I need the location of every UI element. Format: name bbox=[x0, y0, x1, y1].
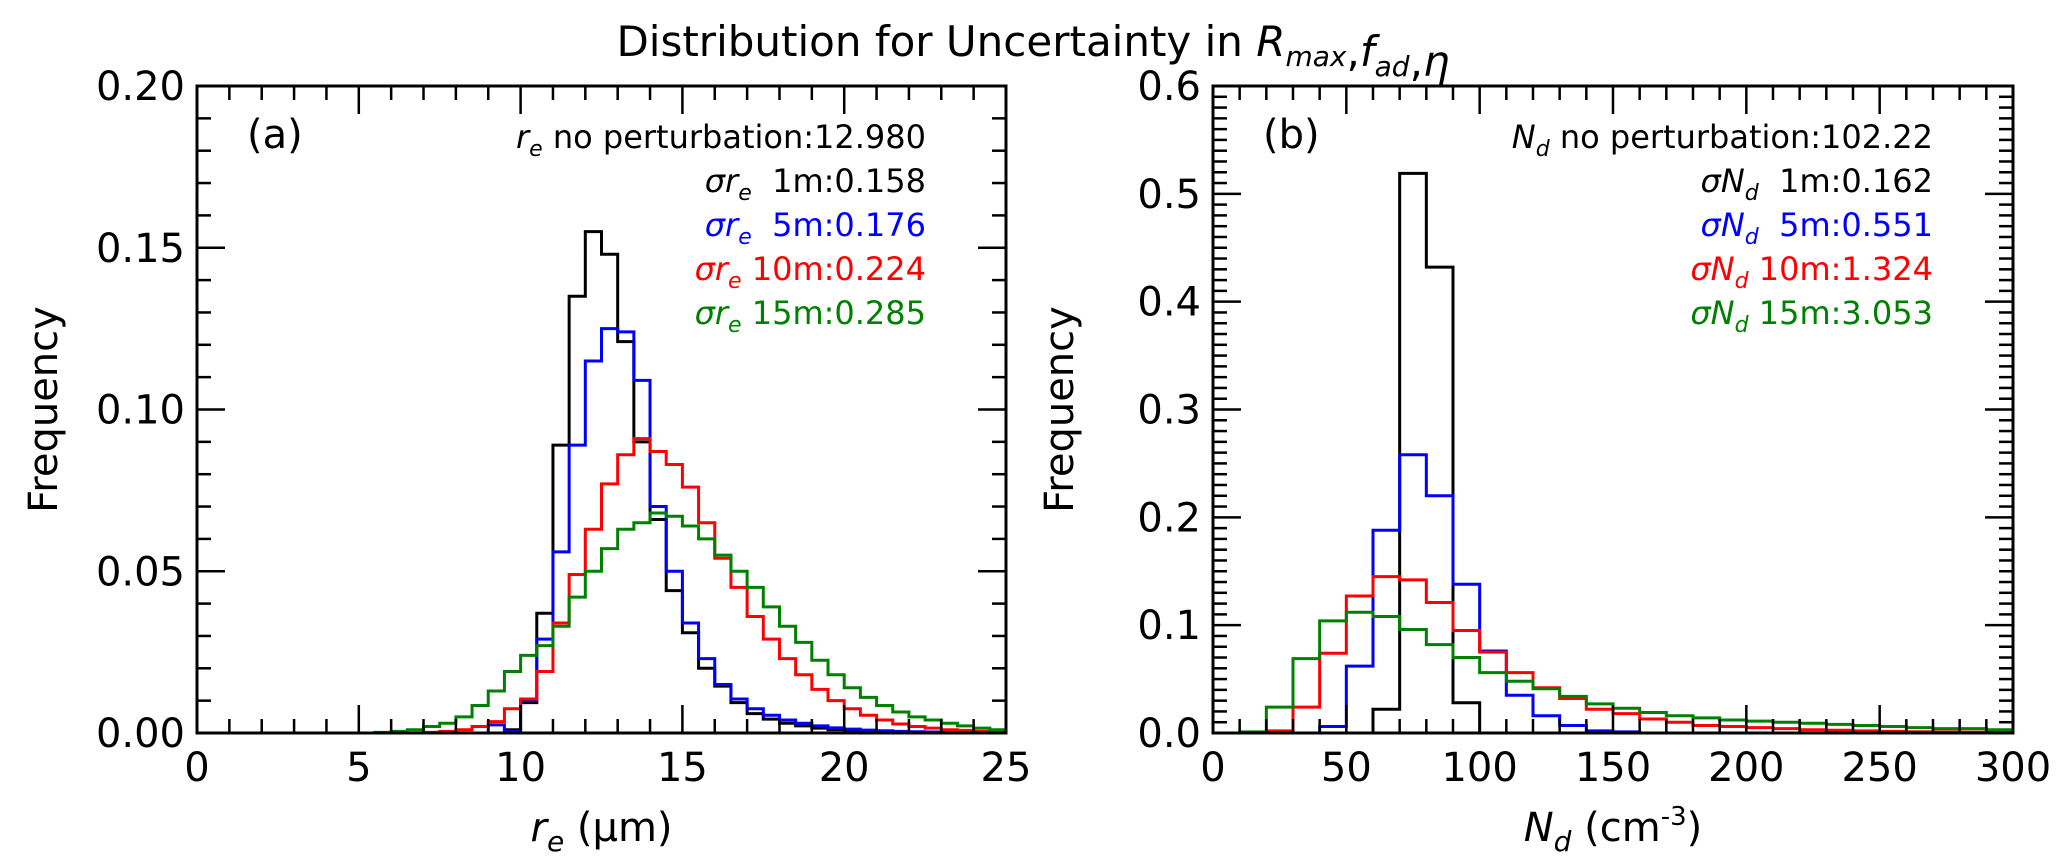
y-tick-label: 0.20 bbox=[96, 64, 185, 110]
y-tick-label: 0.15 bbox=[96, 226, 185, 272]
y-tick-label: 0.6 bbox=[1137, 64, 1201, 110]
y-tick-label: 0.0 bbox=[1137, 711, 1201, 757]
x-axis-label: Nd (cm-3) bbox=[1524, 802, 1703, 858]
y-axis-label: Frequency bbox=[21, 306, 67, 513]
legend-entry-1m: σre 1m:0.158 bbox=[705, 162, 926, 206]
x-tick-label: 300 bbox=[1975, 745, 2051, 791]
x-tick-label: 150 bbox=[1575, 745, 1651, 791]
x-tick-label: 10 bbox=[495, 745, 546, 791]
x-tick-label: 25 bbox=[981, 745, 1032, 791]
title-var: R bbox=[1256, 17, 1285, 66]
histogram-series-5m bbox=[342, 327, 1006, 735]
legend-entry-5m: σNd 5m:0.551 bbox=[1701, 206, 1933, 250]
x-tick-label: 15 bbox=[657, 745, 708, 791]
x-tick-label: 100 bbox=[1441, 745, 1517, 791]
x-axis-label: re (μm) bbox=[530, 805, 672, 858]
y-axis-label: Frequency bbox=[1037, 306, 1083, 513]
legend-header: Nd no perturbation:102.22 bbox=[1512, 118, 1933, 162]
legend-entry-5m: σre 5m:0.176 bbox=[705, 206, 926, 250]
histogram-series-5m bbox=[1239, 453, 2013, 735]
histogram-series-10m bbox=[342, 437, 1008, 735]
title-separator: , bbox=[1346, 27, 1359, 76]
x-tick-label: 20 bbox=[819, 745, 870, 791]
panel-a: 0 5 10 15 20 25 0.00 0.05 0.10 0.15 0.20 Frequency r… bbox=[21, 64, 1031, 858]
legend-entry-1m: σNd 1m:0.162 bbox=[1701, 162, 1933, 206]
title-var: η bbox=[1423, 37, 1450, 86]
y-tick-label: 0.4 bbox=[1137, 280, 1201, 326]
legend-entry-15m: σNd 15m:3.053 bbox=[1690, 294, 1933, 338]
y-tick-label: 0.3 bbox=[1137, 388, 1201, 434]
legend-header: re no perturbation:12.980 bbox=[516, 118, 926, 162]
panel-label: (b) bbox=[1263, 112, 1320, 158]
x-tick-label: 0 bbox=[1200, 745, 1225, 791]
title-var-sub: ad bbox=[1375, 50, 1410, 83]
y-tick-label: 0.2 bbox=[1137, 495, 1201, 541]
legend-entry-15m: σre 15m:0.285 bbox=[695, 294, 926, 338]
x-tick-label: 200 bbox=[1708, 745, 1784, 791]
legend-entry-10m: σNd 10m:1.324 bbox=[1690, 250, 1933, 294]
x-tick-label: 250 bbox=[1841, 745, 1917, 791]
title-text: Distribution for Uncertainty in bbox=[616, 17, 1256, 66]
y-tick-label: 0.00 bbox=[96, 711, 185, 757]
histogram-series-15m bbox=[342, 511, 1008, 735]
y-tick-label: 0.5 bbox=[1137, 172, 1201, 218]
y-tick-label: 0.10 bbox=[96, 388, 185, 434]
title-var-sub: max bbox=[1285, 40, 1346, 73]
panel-label: (a) bbox=[247, 112, 303, 158]
x-tick-label: 50 bbox=[1321, 745, 1372, 791]
title-separator: , bbox=[1410, 37, 1423, 86]
chart-title: Distribution for Uncertainty in Rmax,fad… bbox=[616, 17, 1449, 86]
x-tick-label: 5 bbox=[346, 745, 371, 791]
y-tick-label: 0.05 bbox=[96, 549, 185, 595]
legend-entry-10m: σre 10m:0.224 bbox=[695, 250, 926, 294]
panel-b: 0 50 100 150 200 250 300 0.0 0.1 0.2 0.3 0.4 0.5 0.6 F… bbox=[1037, 64, 2051, 858]
y-tick-label: 0.1 bbox=[1137, 603, 1201, 649]
x-tick-label: 0 bbox=[184, 745, 209, 791]
